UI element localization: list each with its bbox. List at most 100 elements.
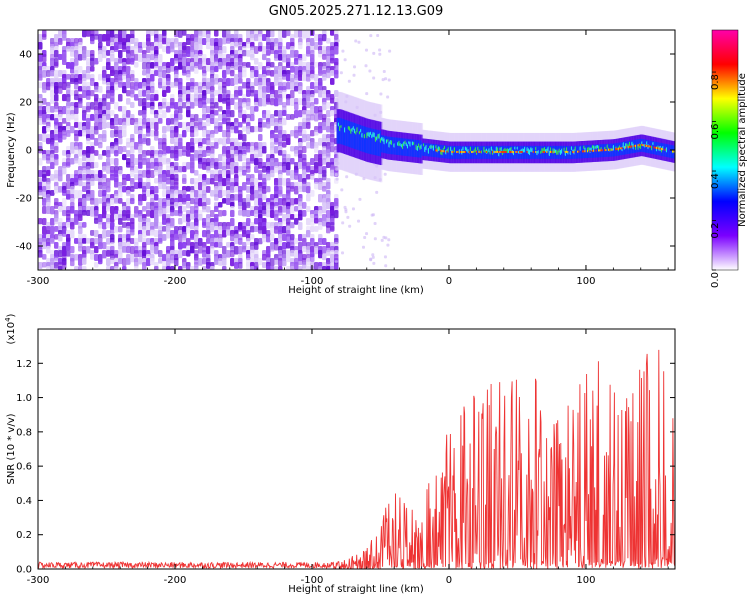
spectrogram-noise-cell	[230, 146, 235, 155]
spectrogram-noise-cell	[98, 190, 103, 198]
spectrogram-noise-cell	[150, 54, 155, 61]
spectrogram-noise-cell	[242, 102, 247, 108]
spectrogram-noise-cell	[246, 30, 251, 39]
spectrogram-noise-cell	[322, 34, 327, 42]
spectrogram-noise-cell	[206, 246, 211, 254]
spectrogram-noise-cell	[150, 230, 155, 236]
spectrogram-noise-cell	[82, 266, 87, 270]
spectrogram-noise-cell	[206, 230, 211, 239]
spectrogram-noise-cell	[294, 186, 299, 195]
spectrogram-noise-cell	[262, 166, 267, 173]
spectrogram-noise-cell	[330, 110, 335, 117]
spectrogram-noise-cell	[218, 106, 223, 112]
spectrogram-noise-cell	[62, 262, 67, 270]
spectrogram-noise-cell	[102, 114, 107, 123]
spectrogram-noise-cell	[226, 138, 231, 145]
spectrogram-noise-cell	[242, 118, 247, 124]
spectrogram-noise-cell	[298, 58, 303, 67]
spectrogram-noise-cell	[222, 170, 227, 178]
spectrogram-noise-cell	[94, 262, 99, 268]
spectrogram-noise-cell	[86, 74, 91, 80]
spectrogram-noise-cell	[74, 218, 79, 225]
spectrogram-noise-cell	[66, 182, 71, 190]
spectrogram-noise-cell	[166, 206, 171, 213]
spectrogram-noise-cell	[368, 69, 372, 73]
snr-scale-base: (x10	[6, 322, 17, 345]
spectrogram-noise-cell	[198, 174, 203, 182]
spectrogram-noise-cell	[114, 130, 119, 138]
spectrogram-noise-cell	[98, 198, 103, 204]
spectrogram-noise-cell	[158, 250, 163, 258]
spectrogram-noise-cell	[166, 266, 171, 270]
spectrogram-noise-cell	[302, 146, 307, 154]
spectrogram-noise-cell	[106, 150, 111, 158]
spectrogram-noise-cell	[82, 222, 87, 228]
spectrogram-noise-cell	[343, 205, 347, 209]
spectrogram-noise-cell	[42, 262, 47, 268]
spectrogram-noise-cell	[230, 70, 235, 77]
snr-x-label: Height of straight line (km)	[288, 584, 424, 595]
spectrogram-noise-cell	[352, 73, 356, 77]
spectrogram-noise-cell	[134, 126, 139, 134]
spectrogram-noise-cell	[298, 86, 303, 95]
spectrogram-noise-cell	[218, 202, 223, 208]
spectrogram-noise-cell	[270, 118, 275, 126]
spectrogram-noise-cell	[166, 118, 171, 126]
spectrogram-noise-cell	[286, 170, 291, 176]
spectrogram-noise-cell	[286, 74, 291, 82]
spectrogram-noise-cell	[302, 122, 307, 130]
spectrogram-noise-cell	[258, 174, 263, 181]
spectrogram-noise-cell	[355, 105, 359, 109]
spectrogram-noise-cell	[142, 230, 147, 238]
spectrogram-noise-cell	[230, 186, 235, 193]
spectrogram-noise-cell	[118, 42, 123, 50]
spectrogram-noise-cell	[365, 232, 369, 236]
spectrogram-noise-cell	[118, 118, 123, 126]
spectrogram-noise-cell	[250, 90, 255, 97]
spectrogram-noise-cell	[234, 262, 239, 269]
spectrogram-noise-cell	[226, 66, 231, 75]
spectrogram-noise-cell	[70, 258, 75, 267]
spectrogram-noise-cell	[126, 150, 131, 157]
spectrogram-noise-cell	[150, 170, 155, 179]
spectrogram-noise-cell	[62, 118, 67, 124]
spectrogram-noise-cell	[322, 246, 327, 254]
spectrogram-noise-cell	[66, 46, 71, 52]
spectrogram-noise-cell	[318, 38, 323, 46]
spectrogram-noise-cell	[174, 130, 179, 138]
spectrogram-noise-cell	[218, 114, 223, 121]
spectrogram-noise-cell	[130, 186, 135, 192]
spectrogram-noise-cell	[162, 38, 167, 45]
spectrogram-noise-cell	[38, 118, 43, 125]
spectrogram-noise-cell	[106, 230, 111, 238]
spectrogram-noise-cell	[134, 142, 139, 150]
spectrogram-noise-cell	[254, 178, 259, 186]
snr-y-tick-label: 1.0	[16, 393, 32, 404]
spectrogram-noise-cell	[50, 162, 55, 169]
spectrogram-noise-cell	[214, 194, 219, 201]
spectrogram-noise-cell	[182, 242, 187, 249]
spectrogram-noise-cell	[178, 218, 183, 225]
spectrogram-noise-cell	[170, 66, 175, 72]
snr-x-tick-label: 0	[446, 575, 452, 586]
spectrogram-noise-cell	[238, 226, 243, 232]
spectrogram-noise-cell	[326, 266, 331, 270]
spectrogram-noise-cell	[102, 210, 107, 219]
spectrogram-noise-cell	[222, 258, 227, 266]
spectrogram-noise-cell	[126, 142, 131, 148]
spectrogram-noise-cell	[194, 138, 199, 144]
spectrogram-noise-cell	[262, 78, 267, 86]
spectrogram-noise-cell	[158, 182, 163, 190]
spectrogram-noise-cell	[242, 82, 247, 89]
spectrogram-noise-cell	[306, 50, 311, 57]
spectrogram-noise-cell	[226, 162, 231, 170]
spectrogram-noise-cell	[234, 42, 239, 48]
spectrogram-noise-cell	[347, 79, 351, 83]
spectrogram-noise-cell	[286, 254, 291, 263]
spectrogram-noise-cell	[154, 122, 159, 131]
spectrogram-noise-cell	[178, 106, 183, 114]
spectrogram-noise-cell	[90, 254, 95, 260]
spectrogram-noise-cell	[282, 110, 287, 117]
spectrogram-noise-cell	[190, 178, 195, 185]
spectrogram-noise-cell	[326, 126, 331, 133]
